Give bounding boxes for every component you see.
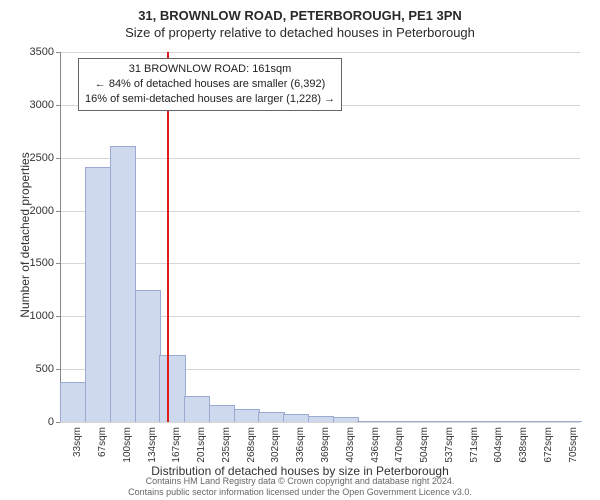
x-tick-label: 672sqm <box>543 427 554 463</box>
x-tick-label: 336sqm <box>295 427 306 463</box>
x-tick-label: 470sqm <box>394 427 405 463</box>
y-axis-line <box>60 52 61 422</box>
histogram-bar <box>382 421 408 422</box>
histogram-bar <box>357 421 383 422</box>
y-tick-label: 2000 <box>14 205 54 217</box>
x-tick-label: 201sqm <box>196 427 207 463</box>
y-tick-label: 2500 <box>14 152 54 164</box>
histogram-bar <box>456 421 482 422</box>
histogram-bar <box>283 414 309 422</box>
chart-subtitle: Size of property relative to detached ho… <box>0 23 600 40</box>
histogram-bar <box>555 421 581 422</box>
footer-line1: Contains HM Land Registry data © Crown c… <box>0 476 600 487</box>
histogram-bar <box>184 396 210 422</box>
gridline <box>60 211 580 212</box>
histogram-bar <box>531 421 557 422</box>
y-tick-label: 1500 <box>14 257 54 269</box>
x-tick-label: 134sqm <box>147 427 158 463</box>
histogram-bar <box>258 412 284 423</box>
x-tick-label: 302sqm <box>270 427 281 463</box>
footer-line2: Contains public sector information licen… <box>0 487 600 498</box>
x-tick-label: 100sqm <box>122 427 133 463</box>
histogram-bar <box>432 421 458 422</box>
y-tick-label: 3500 <box>14 46 54 58</box>
annotation-line: 16% of semi-detached houses are larger (… <box>85 92 335 107</box>
x-tick-label: 604sqm <box>493 427 504 463</box>
histogram-bar <box>209 405 235 422</box>
annotation-line: ← 84% of detached houses are smaller (6,… <box>85 77 335 92</box>
x-tick-label: 638sqm <box>518 427 529 463</box>
annotation-box: 31 BROWNLOW ROAD: 161sqm← 84% of detache… <box>78 58 342 111</box>
histogram-bar <box>135 290 161 422</box>
histogram-bar <box>159 355 185 422</box>
histogram-bar <box>60 382 86 422</box>
x-tick-label: 33sqm <box>72 427 83 457</box>
histogram-bar <box>333 417 359 422</box>
x-tick-label: 537sqm <box>444 427 455 463</box>
footer: Contains HM Land Registry data © Crown c… <box>0 476 600 498</box>
chart-title: 31, BROWNLOW ROAD, PETERBOROUGH, PE1 3PN <box>0 0 600 23</box>
x-tick-label: 705sqm <box>568 427 579 463</box>
gridline <box>60 422 580 423</box>
y-tick-label: 1000 <box>14 310 54 322</box>
y-tick-label: 500 <box>14 363 54 375</box>
histogram-bar <box>85 167 111 422</box>
y-tick-label: 0 <box>14 416 54 428</box>
histogram-bar <box>308 416 334 422</box>
x-tick-label: 369sqm <box>320 427 331 463</box>
x-tick-label: 571sqm <box>469 427 480 463</box>
x-tick-label: 504sqm <box>419 427 430 463</box>
histogram-bar <box>506 421 532 422</box>
x-tick-label: 403sqm <box>345 427 356 463</box>
x-tick-label: 67sqm <box>97 427 108 457</box>
histogram-bar <box>234 409 260 422</box>
gridline <box>60 52 580 53</box>
gridline <box>60 263 580 264</box>
x-tick-label: 235sqm <box>221 427 232 463</box>
histogram-bar <box>407 421 433 422</box>
chart-container: 31, BROWNLOW ROAD, PETERBOROUGH, PE1 3PN… <box>0 0 600 500</box>
x-tick-label: 436sqm <box>370 427 381 463</box>
gridline <box>60 158 580 159</box>
histogram-bar <box>481 421 507 422</box>
histogram-bar <box>110 146 136 422</box>
x-tick-label: 167sqm <box>171 427 182 463</box>
x-tick-label: 268sqm <box>246 427 257 463</box>
y-tick-mark <box>56 422 60 423</box>
y-tick-label: 3000 <box>14 99 54 111</box>
annotation-line: 31 BROWNLOW ROAD: 161sqm <box>85 62 335 77</box>
